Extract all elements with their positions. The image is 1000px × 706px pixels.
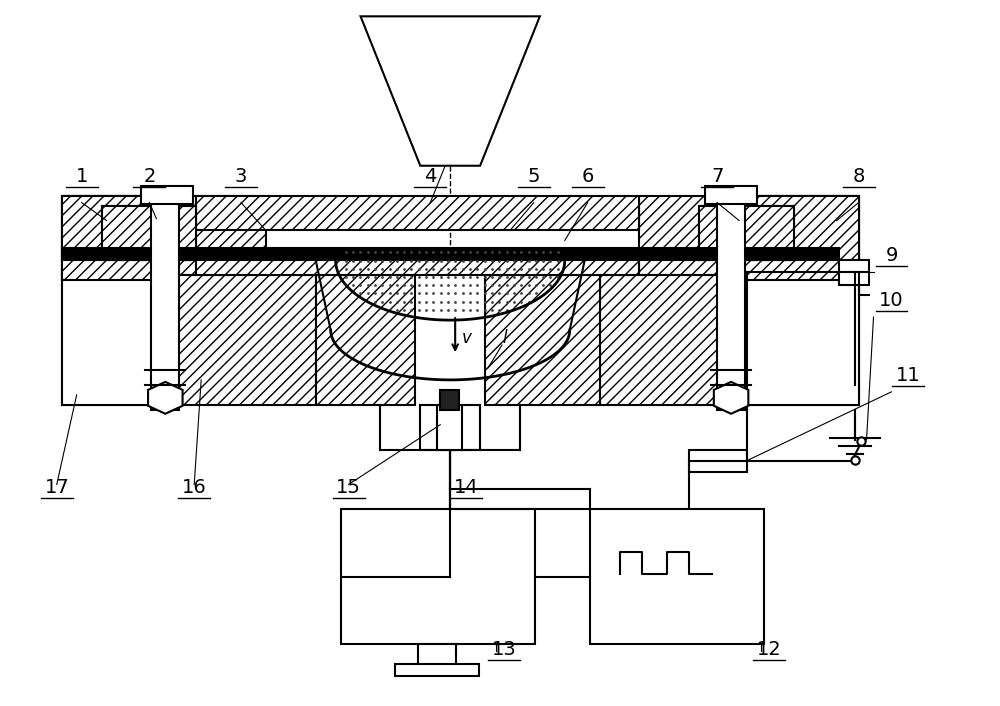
Bar (196, 253, 639, 275)
Bar (102, 205, 196, 261)
Text: 17: 17 (44, 479, 69, 498)
Text: 7: 7 (711, 167, 723, 186)
Text: 10: 10 (879, 291, 904, 310)
Bar (839, 261, 869, 285)
Bar (62, 249, 839, 261)
Polygon shape (714, 382, 748, 414)
Bar (440, 390, 459, 409)
Bar (196, 196, 639, 230)
Text: 1: 1 (75, 167, 88, 186)
Text: 12: 12 (757, 640, 781, 659)
Bar (341, 510, 535, 644)
Bar (420, 405, 480, 450)
Polygon shape (361, 16, 540, 166)
Bar (729, 196, 859, 280)
Text: 2: 2 (143, 167, 156, 186)
Bar (437, 405, 462, 450)
Text: 16: 16 (182, 479, 207, 498)
Bar (689, 450, 747, 472)
Text: 11: 11 (896, 366, 921, 385)
Bar (729, 196, 859, 405)
Bar (717, 196, 745, 409)
Bar (485, 275, 600, 405)
Bar (590, 510, 764, 644)
Text: 8: 8 (852, 167, 865, 186)
Bar (62, 196, 266, 275)
Bar (418, 644, 456, 666)
Bar (62, 196, 171, 405)
Bar (62, 196, 171, 280)
Text: 4: 4 (424, 167, 436, 186)
Bar (705, 186, 757, 203)
Bar (316, 275, 415, 405)
Bar (62, 275, 316, 405)
Bar (600, 275, 859, 405)
Text: 13: 13 (492, 640, 516, 659)
Text: 6: 6 (581, 167, 594, 186)
Bar (102, 205, 196, 261)
Text: 9: 9 (885, 246, 898, 265)
Text: v: v (462, 329, 472, 347)
Text: l: l (502, 329, 507, 347)
Text: 15: 15 (336, 479, 361, 498)
Bar (639, 196, 859, 275)
Bar (699, 205, 794, 261)
Bar (395, 664, 479, 676)
Bar (699, 205, 794, 261)
Text: 3: 3 (235, 167, 247, 186)
Polygon shape (148, 382, 183, 414)
Bar (141, 186, 193, 203)
Text: 5: 5 (528, 167, 540, 186)
Text: 14: 14 (454, 479, 479, 498)
Bar (151, 196, 179, 409)
